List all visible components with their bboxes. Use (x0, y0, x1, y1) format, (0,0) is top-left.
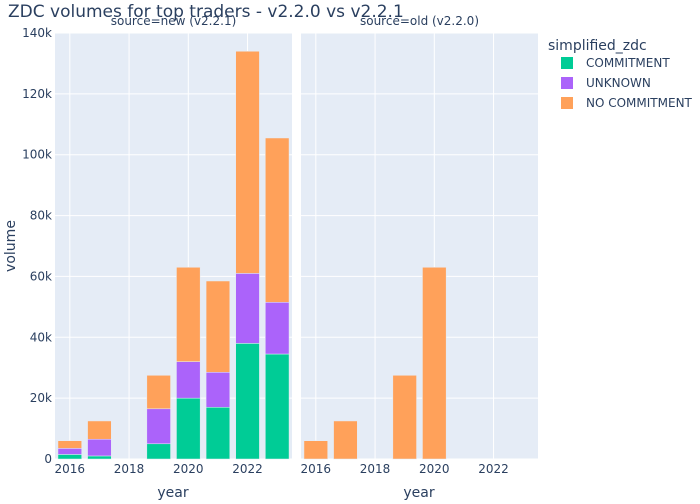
x-tick-label: 2020 (419, 462, 450, 476)
facet-panel: 2016 2018 2020 2022 source=new (v2.2.1) 0 20k 4… (22, 14, 292, 476)
bar-segment (333, 420, 358, 460)
bar-segment (87, 420, 112, 440)
x-tick-label: 2022 (232, 462, 263, 476)
bar-segment (205, 372, 231, 408)
y-tick-label: 60k (30, 269, 52, 283)
bar-segment (265, 137, 290, 303)
bar-segment (205, 407, 231, 460)
y-tick-label: 140k (22, 26, 52, 40)
x-tick-label: 2018 (114, 462, 145, 476)
bar-segment (57, 454, 82, 460)
bar-segment (205, 280, 231, 373)
x-tick-label: 2018 (360, 462, 391, 476)
bar-segment (146, 408, 171, 445)
bar-segment (303, 440, 328, 460)
bar-segment (235, 273, 260, 344)
chart-panels: 2016 2018 2020 2022 source=new (v2.2.1) 0 20k 4… (22, 14, 538, 476)
facet-label: source=new (v2.2.1) (111, 14, 237, 28)
y-tick-label: 40k (30, 330, 52, 344)
bar-segment (57, 440, 82, 449)
bar-segment (146, 443, 171, 460)
legend-label: UNKNOWN (586, 76, 651, 90)
x-tick-label: 2016 (301, 462, 332, 476)
legend-item: COMMITMENT (561, 56, 670, 70)
x-tick-label: 2022 (478, 462, 509, 476)
bar-segment (176, 361, 201, 399)
bar-segment (422, 267, 447, 460)
plot-background (301, 33, 538, 459)
legend-item: UNKNOWN (561, 76, 651, 90)
y-tick-label: 100k (22, 148, 52, 162)
x-axis-label: year (157, 485, 188, 500)
bar-segment (265, 353, 290, 460)
y-tick-label: 120k (22, 87, 52, 101)
x-tick-label: 2020 (173, 462, 204, 476)
bar-segment (392, 375, 417, 460)
chart-title: ZDC volumes for top traders - v2.2.0 vs … (8, 2, 404, 22)
y-tick-label: 0 (44, 452, 52, 466)
bar-segment (87, 455, 112, 460)
legend-label: COMMITMENT (586, 56, 670, 70)
legend-swatch (561, 97, 573, 109)
legend: simplified_zdc COMMITMENT UNKNOWN NO COMMI… (548, 38, 693, 110)
x-axis-label: year (403, 485, 434, 500)
bar-segment (176, 397, 201, 460)
bar-segment (57, 448, 82, 455)
x-tick-label: 2016 (55, 462, 86, 476)
legend-swatch (561, 57, 573, 69)
legend-label: NO COMMITMENT (586, 96, 693, 110)
y-axis-label: volume (3, 220, 19, 272)
facet-panel: 2016 2018 2020 2022 source=old (v2.2.0) (301, 14, 538, 476)
legend-swatch (561, 77, 573, 89)
y-tick-label: 80k (30, 209, 52, 223)
legend-item: NO COMMITMENT (561, 96, 693, 110)
y-tick-label: 20k (30, 391, 52, 405)
bar-segment (235, 343, 260, 460)
bar-segment (146, 375, 171, 410)
facet-label: source=old (v2.2.0) (360, 14, 479, 28)
bar-segment (176, 267, 201, 362)
bar-segment (265, 302, 290, 355)
legend-title: simplified_zdc (548, 38, 647, 54)
bar-segment (235, 51, 260, 274)
bar-segment (87, 438, 112, 457)
